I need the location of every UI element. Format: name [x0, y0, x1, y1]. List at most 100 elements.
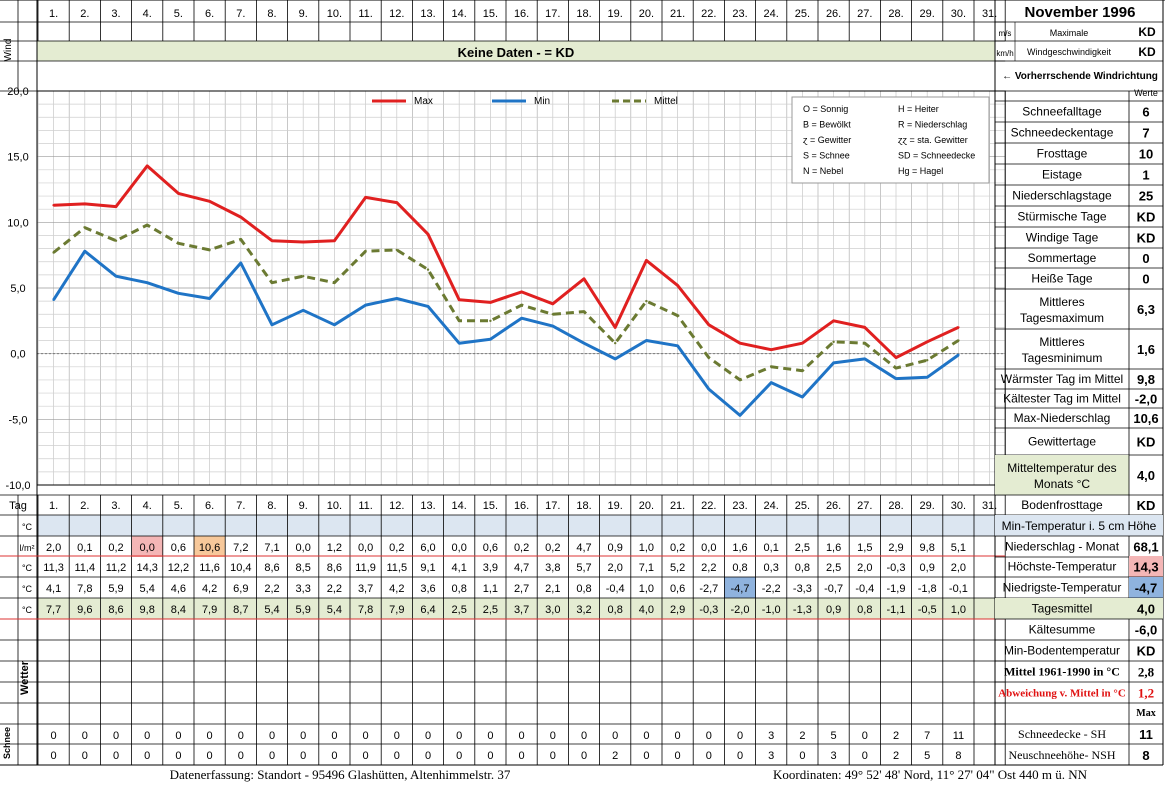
day-header-top: 6.: [205, 8, 214, 20]
cell-mittel: -2,0: [731, 604, 750, 616]
data-point-min: [520, 317, 523, 320]
data-point-mittel: [333, 281, 336, 284]
cell-min: 5,9: [108, 583, 123, 595]
cell-mittel: -0,3: [699, 604, 718, 616]
cell-max: 10,4: [230, 562, 251, 574]
cell-snow-sh: 7: [924, 730, 930, 742]
cell-snow-sh: 5: [831, 730, 837, 742]
stat-label: Sommertage: [1028, 251, 1097, 265]
cell-min: -1,8: [918, 583, 937, 595]
cell-niederschlag: 0,2: [670, 542, 685, 554]
stat-label: Mitteltemperatur des Monats °C: [1007, 461, 1116, 491]
day-header-bottom: 5.: [174, 500, 183, 512]
cell-max: -0,3: [887, 562, 906, 574]
data-point-mittel: [614, 341, 617, 345]
stat-value: 1: [1142, 168, 1149, 183]
day-header-bottom: 31.: [982, 500, 997, 512]
data-point-mittel: [801, 369, 804, 372]
weather-legend-item: N = Nebel: [803, 166, 843, 176]
data-point-max: [302, 240, 305, 244]
stat-value: KD: [1137, 498, 1156, 513]
data-point-max: [146, 164, 149, 168]
day-header-bottom: 15.: [483, 500, 498, 512]
cell-mittel: 9,6: [77, 604, 92, 616]
cell-snow-sh: 0: [238, 730, 244, 742]
data-point-mittel: [458, 319, 461, 323]
stat-value: 6: [1142, 105, 1149, 120]
cell-min: 4,2: [202, 583, 217, 595]
cell-niederschlag: 7,2: [233, 542, 248, 554]
cell-snow-sh: 0: [675, 730, 681, 742]
cell-snow-nsh: 0: [300, 750, 306, 762]
y-tick-label: -10,0: [5, 480, 30, 492]
row-unit: °C: [22, 584, 33, 594]
data-point-max: [770, 348, 773, 351]
data-point-max: [520, 290, 523, 294]
legend-label: Mittel: [654, 96, 678, 107]
cell-mittel: 8,4: [171, 604, 186, 616]
cell-snow-sh: 0: [706, 730, 712, 742]
cell-snow-nsh: 3: [768, 750, 774, 762]
cell-snow-nsh: 0: [331, 750, 337, 762]
legend-label: Max: [414, 96, 433, 107]
data-point-min: [645, 339, 648, 342]
cell-snow-sh: 0: [269, 730, 275, 742]
stat-value: 6,3: [1137, 302, 1155, 317]
cell-niederschlag: 0,6: [483, 542, 498, 554]
stat-value: KD: [1137, 435, 1156, 450]
day-header-top: 31.: [982, 8, 997, 20]
stat-label: Stürmische Tage: [1017, 210, 1106, 224]
day-header-top: 12.: [389, 8, 404, 20]
day-header-top: 7.: [236, 8, 245, 20]
day-header-top: 28.: [888, 8, 903, 20]
max-wind-label: Windgeschwindigkeit: [1027, 47, 1112, 57]
data-point-mittel: [645, 299, 648, 303]
data-point-min: [738, 414, 742, 417]
cell-snow-nsh: 0: [550, 750, 556, 762]
day-header-bottom: 1.: [49, 500, 58, 512]
stat-label: Heiße Tage: [1031, 272, 1092, 286]
day-header-top: 5.: [174, 8, 183, 20]
min5cm-label-band: [995, 515, 1163, 536]
cell-niederschlag: 1,5: [857, 542, 872, 554]
data-point-min: [302, 309, 305, 312]
stat-label: Bodenfrosttage: [1021, 498, 1103, 512]
cell-snow-nsh: 0: [207, 750, 213, 762]
data-point-mittel: [489, 319, 492, 323]
stat-label: Mittleres Tagesminimum: [1022, 335, 1103, 365]
highlight-precip-cell: [194, 536, 226, 557]
cell-max: 2,0: [951, 562, 966, 574]
cell-niederschlag: 0,2: [514, 542, 529, 554]
cell-snow-sh: 0: [331, 730, 337, 742]
data-point-max: [801, 341, 804, 345]
y-tick-label: 20,0: [7, 86, 28, 98]
stat-value: 10,6: [1133, 411, 1158, 426]
cell-mittel: 3,2: [576, 604, 591, 616]
min5cm-label: Min-Temperatur i. 5 cm Höhe: [1002, 519, 1157, 533]
data-point-max: [676, 284, 679, 287]
data-point-max: [83, 202, 87, 206]
cell-niederschlag: 7,1: [264, 542, 279, 554]
data-point-max: [395, 201, 398, 204]
day-header-top: 25.: [795, 8, 810, 20]
day-header-bottom: 10.: [327, 500, 342, 512]
low-temp-highlight: [1129, 577, 1163, 598]
day-header-top: 11.: [358, 8, 372, 20]
cell-snow-sh: 0: [643, 730, 649, 742]
cell-max: 11,4: [75, 562, 96, 574]
cell-min: 7,8: [77, 583, 92, 595]
cell-min: -2,7: [699, 583, 718, 595]
cell-mittel: 7,9: [389, 604, 404, 616]
day-header-bottom: 16.: [514, 500, 529, 512]
cell-mittel: -0,5: [918, 604, 937, 616]
highlight-max-cell: [131, 536, 163, 557]
data-point-min: [926, 376, 929, 379]
day-header-bottom: 4.: [143, 500, 152, 512]
weather-legend-item: ɀɀ = sta. Gewitter: [898, 135, 968, 145]
max-wind-ms: KD: [1138, 25, 1156, 39]
data-point-min: [83, 250, 87, 253]
cell-mittel: 8,7: [233, 604, 248, 616]
data-point-max: [333, 239, 336, 242]
data-point-min: [52, 298, 55, 302]
day-header-top: 9.: [299, 8, 308, 20]
